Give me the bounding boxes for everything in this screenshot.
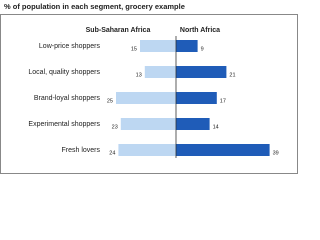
bar — [120, 118, 176, 130]
value-label: 13 — [136, 72, 142, 78]
value-label: 23 — [112, 124, 118, 130]
bar — [176, 144, 270, 156]
value-label: 14 — [213, 124, 219, 130]
bar — [118, 144, 176, 156]
frame — [0, 14, 298, 174]
value-label: 17 — [220, 98, 226, 104]
bar — [144, 66, 176, 78]
chart-title: % of population in each segment, grocery… — [4, 2, 185, 11]
value-label: 9 — [201, 46, 204, 52]
page: % of population in each segment, grocery… — [0, 1, 298, 174]
bar — [140, 40, 176, 52]
bar — [116, 92, 176, 104]
value-label: 25 — [107, 98, 113, 104]
category-label: Low-price shoppers — [39, 43, 101, 50]
category-label: Fresh lovers — [61, 147, 100, 154]
bar — [176, 66, 227, 78]
category-label: Local, quality shoppers — [28, 69, 100, 76]
chart: % of population in each segment, grocery… — [0, 2, 298, 174]
value-label: 21 — [229, 72, 235, 78]
category-label: Brand-loyal shoppers — [34, 95, 101, 102]
value-label: 39 — [273, 150, 279, 156]
bar — [176, 92, 217, 104]
legend-label: Sub-Saharan Africa — [86, 27, 151, 34]
category-label: Experimental shoppers — [28, 121, 100, 128]
value-label: 15 — [131, 46, 137, 52]
bar — [176, 118, 210, 130]
legend-label: North Africa — [180, 27, 220, 34]
value-label: 24 — [109, 150, 115, 156]
bar — [176, 40, 198, 52]
